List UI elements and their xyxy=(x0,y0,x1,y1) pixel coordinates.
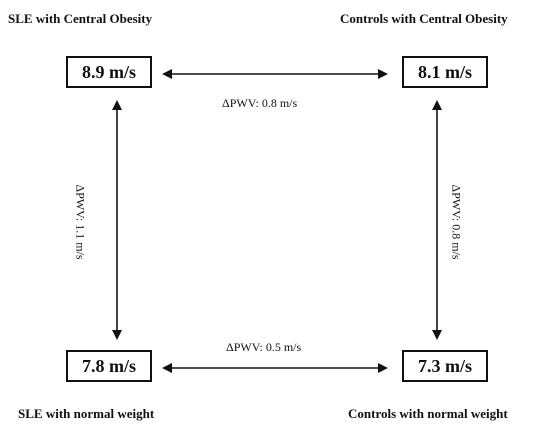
delta-pwv-top: ΔPWV: 0.8 m/s xyxy=(222,97,297,109)
delta-pwv-bottom: ΔPWV: 0.5 m/s xyxy=(226,341,301,353)
delta-pwv-right: ΔPWV: 0.8 m/s xyxy=(451,184,463,259)
delta-pwv-left: ΔPWV: 1.1 m/s xyxy=(75,184,87,259)
